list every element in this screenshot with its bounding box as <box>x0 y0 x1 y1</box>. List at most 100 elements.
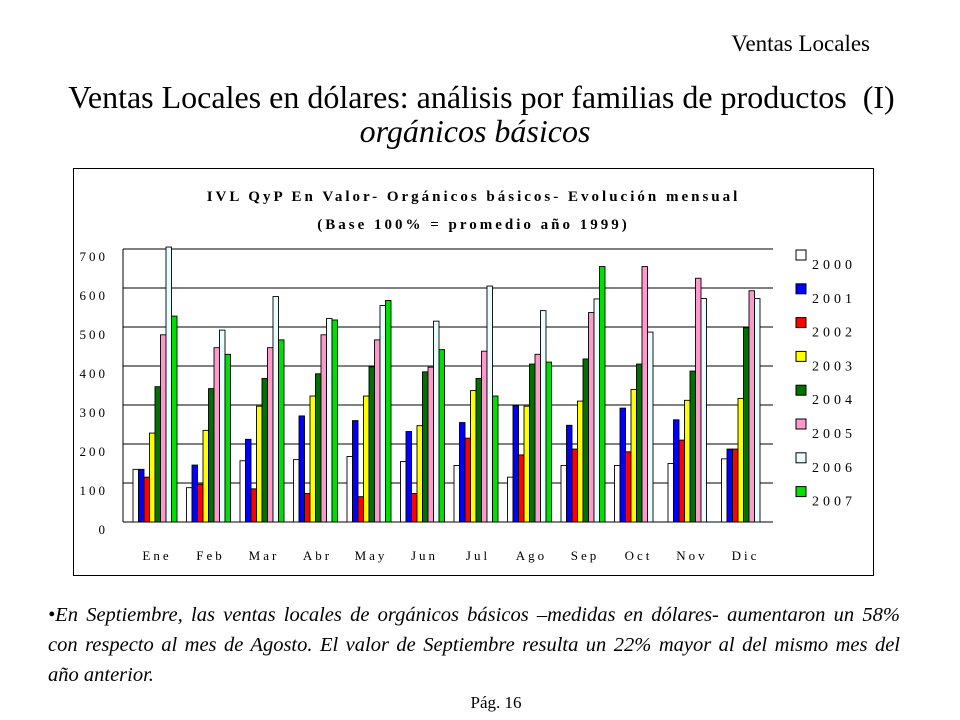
y-tick-label: 200 <box>80 444 109 459</box>
bar-2002-Mar <box>250 488 257 523</box>
note-line: año anterior. <box>48 664 154 686</box>
legend-swatch-2001 <box>795 283 807 295</box>
bar-2000-Abr <box>293 459 300 523</box>
bar-2005-Sep <box>588 312 595 523</box>
section-label: Ventas Locales <box>731 31 870 56</box>
bar-2000-Nov <box>667 463 674 523</box>
x-tick-label: Mar <box>249 548 280 563</box>
bar-2006-May <box>379 305 386 523</box>
bar-2007-Ene <box>171 315 178 523</box>
bar-2002-Jul <box>464 437 471 523</box>
bar-2005-Dic <box>748 290 755 523</box>
bar-2005-Ene <box>160 334 167 523</box>
bar-2002-Abr <box>304 493 311 523</box>
legend-label: 2006 <box>812 461 856 476</box>
bar-2001-May <box>352 420 359 523</box>
page-subtitle: orgánicos básicos <box>359 113 591 149</box>
legend-label: 2004 <box>812 393 856 408</box>
bar-2006-Oct <box>647 331 654 523</box>
bar-2002-Ene <box>143 476 150 523</box>
bar-2001-Nov <box>673 419 680 523</box>
bar-2004-Jun <box>422 371 429 523</box>
bar-2000-Dic <box>721 458 728 523</box>
note-line: •En Septiembre, las ventas locales de or… <box>48 604 900 626</box>
bar-2003-Abr <box>309 395 316 523</box>
bar-2007-Abr <box>331 319 338 523</box>
legend-swatch-2002 <box>795 317 807 329</box>
bar-2005-Jul <box>481 350 488 523</box>
bar-2006-Sep <box>593 298 600 523</box>
bar-2000-Ene <box>132 468 139 523</box>
bar-2007-Mar <box>278 339 285 523</box>
bar-2004-Oct <box>636 363 643 523</box>
bar-2001-Mar <box>245 438 252 523</box>
chart-container: IVL QyP En Valor- Orgánicos básicos- Evo… <box>73 168 874 576</box>
chart-title: IVL QyP En Valor- Orgánicos básicos- Evo… <box>206 189 741 205</box>
bar-2003-Sep <box>577 400 584 523</box>
bar-2004-Feb <box>208 388 215 523</box>
y-tick-label: 500 <box>80 327 109 342</box>
bar-2004-Abr <box>315 373 322 523</box>
y-tick-label: 600 <box>80 288 109 303</box>
bar-2007-Ago <box>545 361 552 523</box>
bar-2005-Nov <box>695 277 702 523</box>
bar-2007-Sep <box>599 266 606 523</box>
legend-label: 2000 <box>812 258 856 273</box>
page-title: Ventas Locales en dólares: análisis por … <box>68 79 895 115</box>
bar-2007-Jun <box>438 349 445 523</box>
bar-2006-Abr <box>326 317 333 523</box>
bar-2004-Nov <box>689 370 696 523</box>
legend-label: 2001 <box>812 292 856 307</box>
bar-2004-Ago <box>529 363 536 523</box>
bar-2001-Jun <box>405 431 412 523</box>
bar-2000-Oct <box>614 465 621 523</box>
bar-2003-Dic <box>737 397 744 523</box>
bar-2001-Jul <box>459 422 466 523</box>
bar-2003-Feb <box>202 429 209 523</box>
bar-2006-Jul <box>486 285 493 523</box>
legend-swatch-2004 <box>795 384 807 396</box>
y-tick-label: 0 <box>99 522 109 537</box>
legend-label: 2005 <box>812 427 856 442</box>
bar-2000-Feb <box>186 487 193 523</box>
bar-2005-Oct <box>641 266 648 523</box>
bar-2006-Dic <box>754 298 761 523</box>
bar-2006-Jun <box>433 320 440 523</box>
bar-2000-Sep <box>560 465 567 523</box>
bar-2000-Mar <box>239 460 246 523</box>
bar-2005-Ago <box>534 353 541 523</box>
bar-2001-Feb <box>191 464 198 523</box>
bar-2002-Sep <box>571 448 578 523</box>
bar-2003-Nov <box>684 399 691 523</box>
x-tick-label: Feb <box>196 548 225 563</box>
bar-2003-Mar <box>256 405 263 523</box>
bar-2006-Ago <box>540 310 547 523</box>
legend-swatch-2000 <box>795 249 807 261</box>
bar-2002-May <box>357 496 364 523</box>
bar-2007-May <box>385 300 392 523</box>
bar-2003-May <box>363 395 370 523</box>
bar-2005-Mar <box>267 347 274 523</box>
bar-2002-Ago <box>518 454 525 523</box>
bar-2001-Ene <box>138 468 145 523</box>
bar-2000-May <box>346 456 353 523</box>
x-tick-label: Sep <box>571 548 600 563</box>
bar-2005-Abr <box>320 334 327 523</box>
legend-label: 2002 <box>812 326 856 341</box>
x-tick-label: Ago <box>516 548 547 563</box>
chart-subtitle: (Base 100% = promedio año 1999) <box>317 217 630 233</box>
bar-2003-Jul <box>470 390 477 523</box>
x-tick-label: Jun <box>411 548 438 563</box>
bar-2005-Feb <box>213 347 220 523</box>
x-tick-label: Nov <box>676 548 707 563</box>
bar-2000-Jun <box>400 461 407 523</box>
bar-2002-Nov <box>678 439 685 523</box>
bar-2004-Ene <box>154 386 161 523</box>
bar-2006-Feb <box>219 329 226 523</box>
bar-2003-Jun <box>416 425 423 523</box>
legend-swatch-2006 <box>795 452 807 464</box>
x-tick-label: Jul <box>466 548 490 563</box>
bar-2000-Ago <box>507 476 514 523</box>
y-tick-label: 700 <box>80 249 109 264</box>
bar-2007-Jul <box>492 395 499 523</box>
